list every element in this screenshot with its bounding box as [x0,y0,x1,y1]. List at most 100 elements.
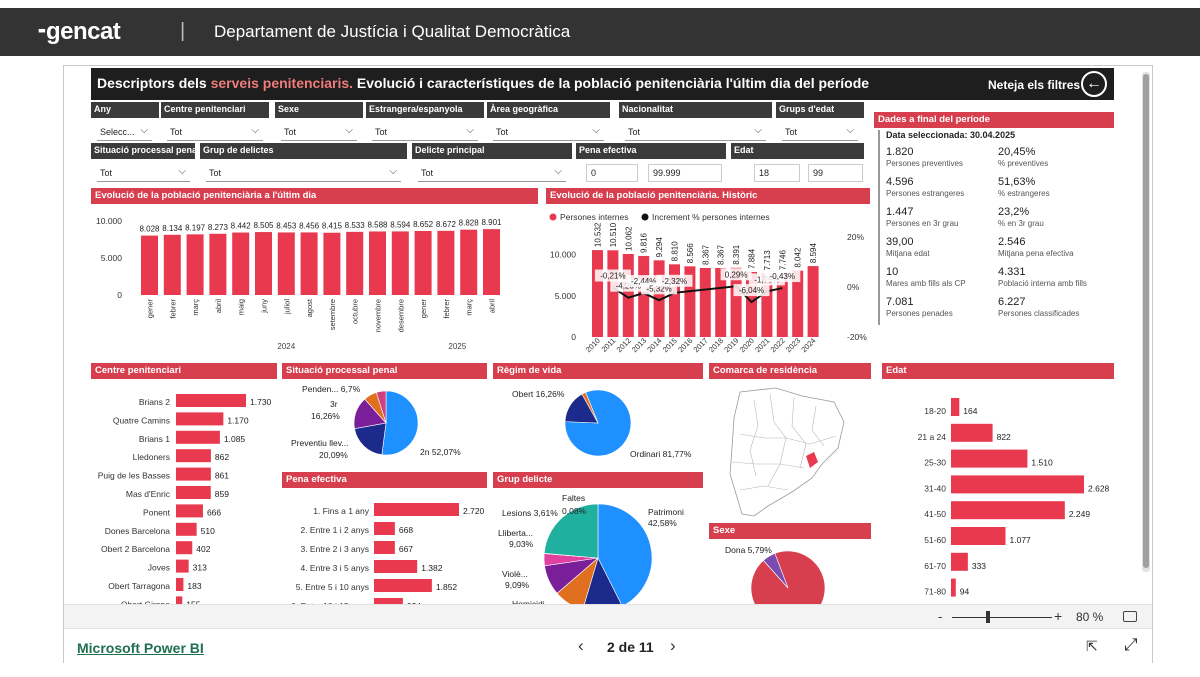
monthly-bar [460,229,478,295]
chevron-down-icon: ⌵ [754,125,762,136]
filter-select-centre[interactable]: Tot ⌵ [167,123,263,141]
map-comarca[interactable] [729,387,845,517]
filter-select-edat-grups[interactable]: Tot ⌵ [782,123,858,141]
historic-value-label: 9.294 [655,237,664,258]
historic-pct-bg [764,270,801,283]
gencat-header: ▪▪gencat | Departament de Justícia i Qua… [0,8,1200,56]
situacio-slice [354,422,387,456]
historic-value-label: 8.566 [686,243,695,264]
historic-value-label: 8.810 [671,241,680,262]
edat-bar [951,552,968,571]
panel-title-edat: Edat [882,363,1114,379]
centre-category-label: Quatre Camins [113,415,170,425]
historic-pct-label: -2,32% [662,277,687,286]
historic-y2tick: 20% [847,232,864,242]
arrow-left-circle-icon[interactable]: ← [1081,71,1107,97]
pena-category-label: 5. Entre 5 i 10 anys [296,582,369,592]
monthly-xtick: agost [305,298,314,317]
edat-bar [951,449,1028,468]
filter-select-situacio[interactable]: Tot ⌵ [97,164,190,182]
grup-slice [584,557,622,604]
scrollbar-thumb[interactable] [1143,74,1149,568]
historic-value-label: 7.884 [748,248,757,269]
pena-value-label: 2.720 [463,506,485,516]
historic-bar [746,271,757,337]
chevron-left-icon[interactable]: ‹ [578,636,584,655]
grup-label: Lliberta... [498,528,533,538]
summary-stat-value: 51,63% [998,176,1036,188]
zoom-out-button[interactable]: - [938,609,943,624]
monthly-xtick: gener [146,299,155,319]
filter-select-delicte[interactable]: Tot ⌵ [418,164,566,182]
gencat-logo-icon: ▪▪ [38,22,46,38]
zoom-slider-track[interactable] [952,617,1052,618]
summary-stat-value: 7.081 [886,296,914,308]
edat-category-label: 21 a 24 [918,432,947,442]
monthly-bar [277,232,295,295]
filter-select-nacionalitat[interactable]: Tot ⌵ [625,123,766,141]
historic-xtick: 2022 [769,336,787,354]
powerbi-footer: Microsoft Power BI ‹ 2 de 11 › ⇱ ⤢ [64,628,1152,663]
zoom-slider-handle[interactable] [986,611,990,623]
monthly-xtick: gener [419,299,428,319]
gencat-logo[interactable]: ▪▪gencat [38,18,121,45]
chevron-down-icon: ⌵ [345,125,353,136]
edat-value-label: 1.077 [1010,535,1032,545]
filter-select-area[interactable]: Tot ⌵ [493,123,604,141]
centre-bar [176,522,197,536]
filter-select-grup-delictes[interactable]: Tot ⌵ [206,164,401,182]
pena-value-label: 924 [407,601,421,604]
summary-stat-value: 20,45% [998,146,1036,158]
historic-xtick: 2016 [676,336,694,354]
historic-pct-label: -0,21% [600,272,625,281]
edat-max-input[interactable]: 99 [808,164,863,182]
centre-value-label: 861 [215,471,229,481]
summary-stat-value: 4.331 [998,266,1026,278]
filter-select-estrangera[interactable]: Tot ⌵ [372,123,478,141]
filter-label-nacionalitat: Nacionalitat [619,102,772,118]
centre-category-label: Obert Girona [121,599,170,604]
chevron-right-icon[interactable]: › [670,636,676,655]
grup-label: 9,09% [505,580,530,590]
vertical-scrollbar[interactable] [1142,72,1150,572]
grup-label: Homicidi [512,599,545,604]
expand-icon[interactable]: ⤢ [1124,635,1138,654]
summary-stat-label: Mares amb fills als CP [886,279,966,288]
monthly-bar [391,231,409,295]
pena-max-input[interactable]: 99.999 [648,164,722,182]
summary-stat: 51,63%% estrangeres [998,176,1110,198]
summary-stat-value: 2.546 [998,236,1026,248]
centre-value-label: 402 [196,544,210,554]
centre-category-label: Joves [148,563,170,573]
share-icon[interactable]: ⇱ [1086,638,1098,654]
summary-stat-value: 1.447 [886,206,914,218]
centre-bar [176,430,220,444]
summary-stat-label: Persones en 3r grau [886,219,959,228]
filter-select-sexe[interactable]: Tot ⌵ [281,123,357,141]
historic-bar [669,264,680,337]
monthly-bar [369,231,386,295]
summary-stat-label: Població interna amb fills [998,279,1087,288]
edat-value-label: 2.249 [1069,509,1091,519]
historic-xtick: 2018 [707,336,725,354]
summary-stat: 1.820 Persones preventives [886,146,998,168]
reset-filters-button[interactable]: Neteja els filtres [988,78,1081,92]
historic-pct-label: -5,32% [646,284,671,293]
pena-min-input[interactable]: 0 [586,164,638,182]
historic-xtick: 2012 [615,336,633,354]
centre-bar [176,504,203,518]
edat-value-label: 333 [972,561,986,571]
summary-date: Data seleccionada: 30.04.2025 [886,130,1016,140]
monthly-xtick: febrer [168,298,177,318]
historic-pct-label: -2,44% [631,277,656,286]
historic-ytick: 0 [571,332,576,342]
zoom-in-button[interactable]: + [1054,608,1063,624]
centre-bar [176,541,193,555]
edat-min-input[interactable]: 18 [754,164,800,182]
filter-select-any[interactable]: Selecc... ⌵ [97,123,152,141]
monthly-xtick: març [465,299,474,316]
historic-xtick: 2023 [784,336,802,354]
powerbi-link[interactable]: Microsoft Power BI [77,640,204,656]
fit-to-page-icon[interactable] [1123,611,1137,622]
filter-label-estrangera: Estrangera/espanyola [366,102,484,118]
